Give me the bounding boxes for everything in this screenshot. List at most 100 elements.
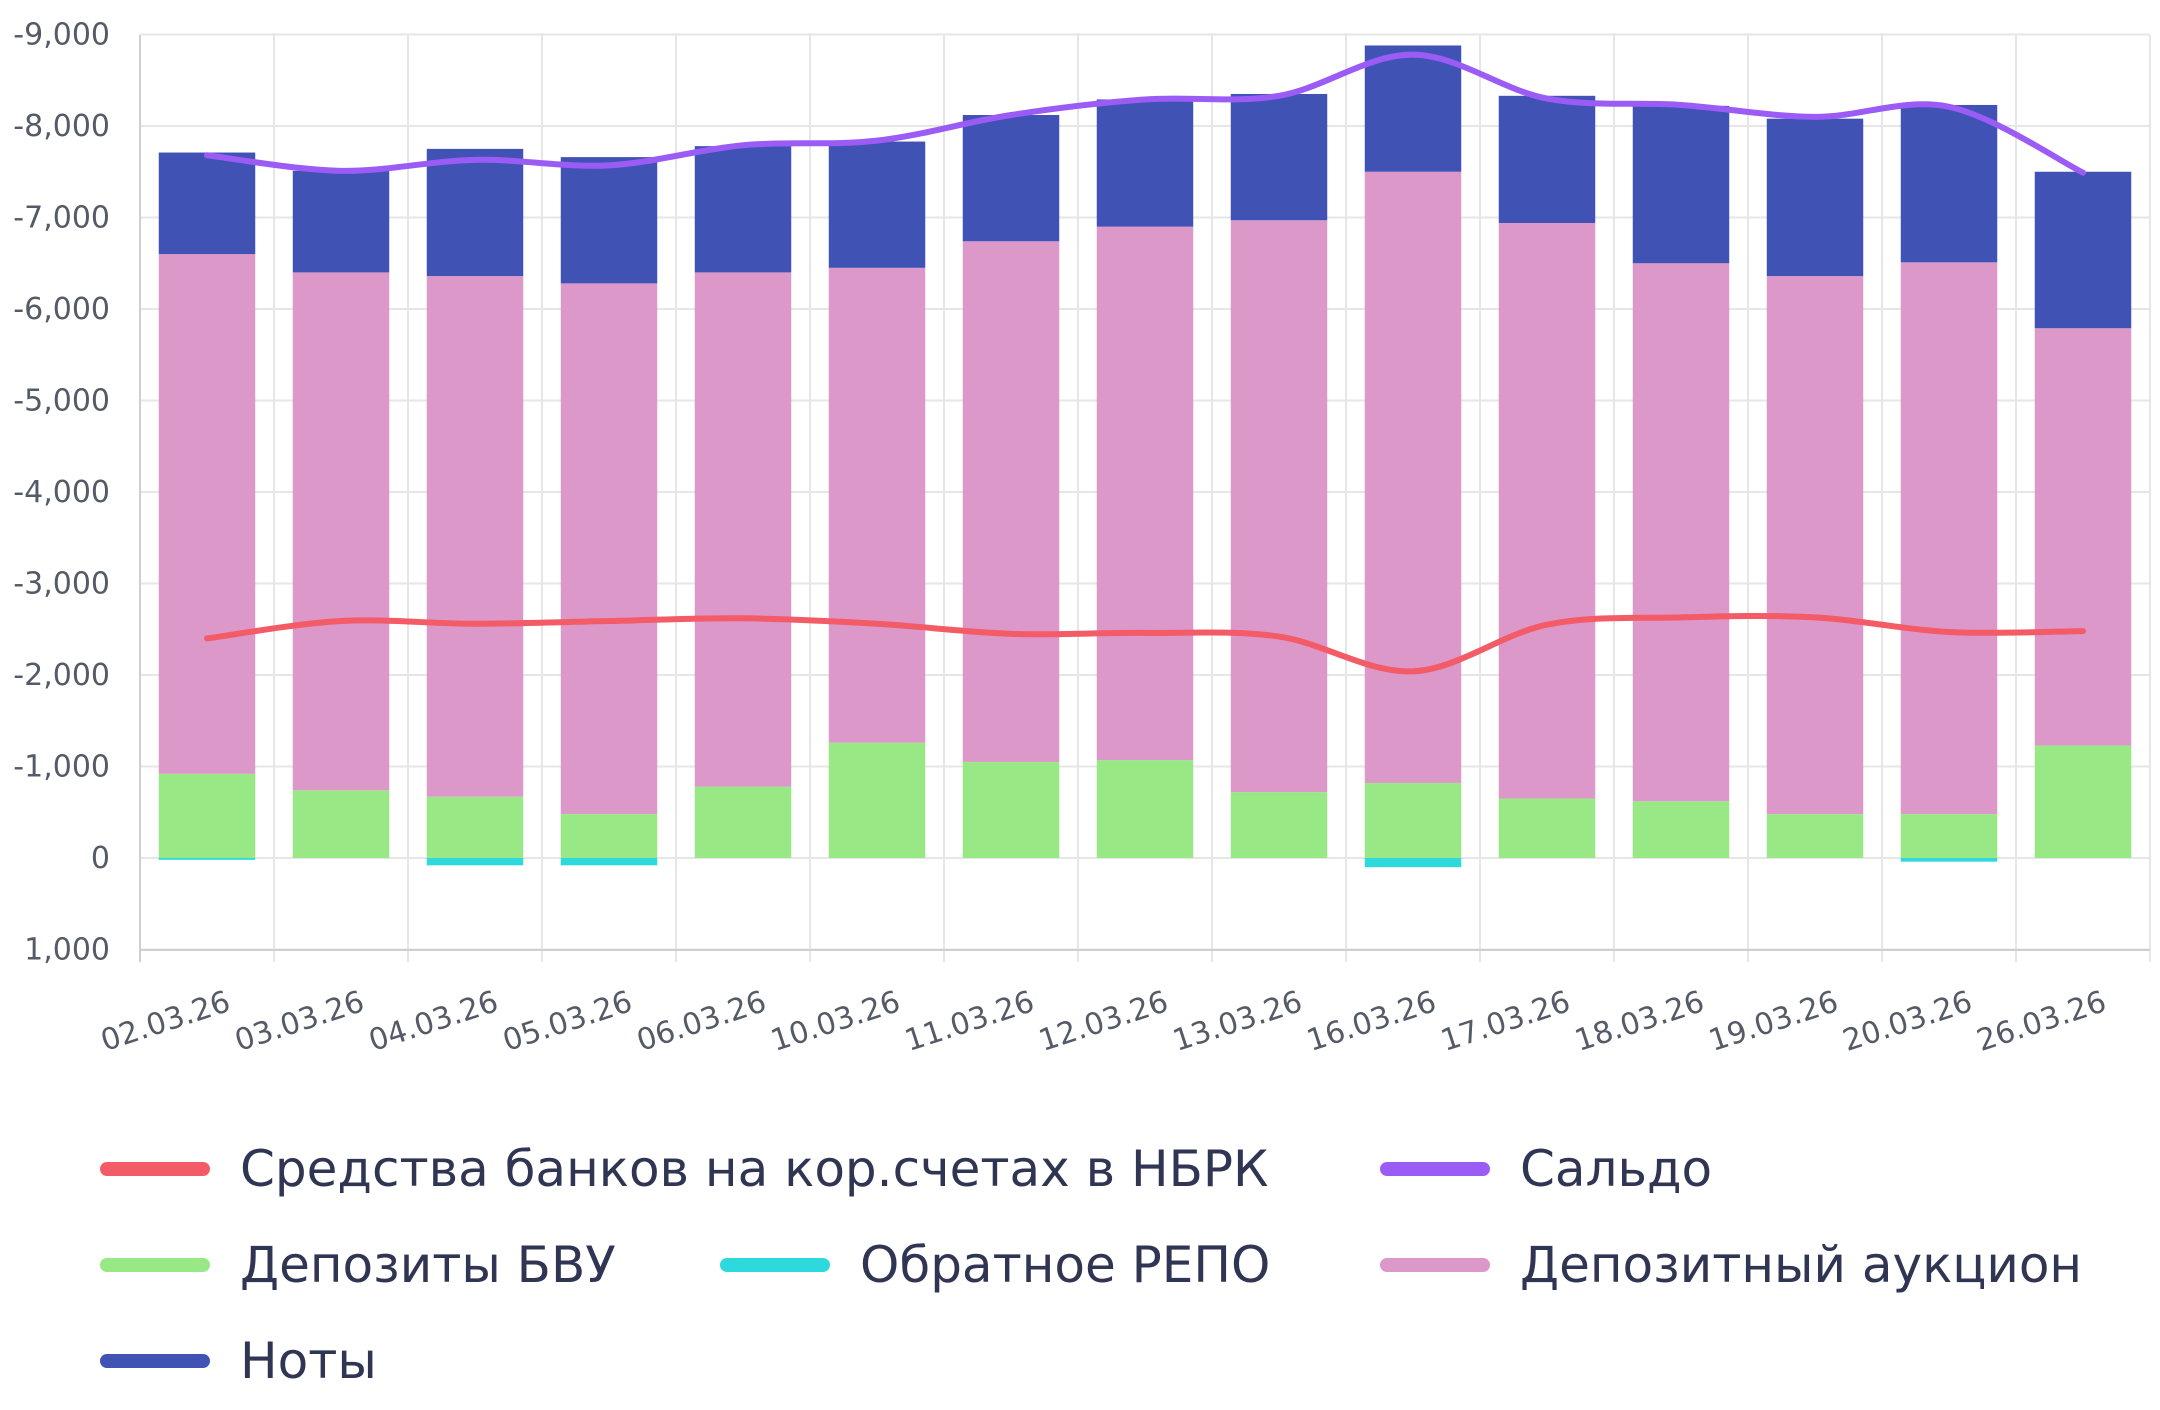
legend-label: Ноты [240,1332,377,1390]
bar-segment[interactable] [1766,276,1864,815]
legend-swatch [100,1162,210,1176]
bar-segment[interactable] [560,814,658,858]
bar-segment[interactable] [2034,328,2132,746]
y-tick-label: -6,000 [13,292,110,327]
y-tick-label: -9,000 [13,18,110,53]
chart: -9,000 -8,000 -7,000 -6,000 -5,000 -4,000 -3,0… [13,18,2151,1059]
x-tick-label: 26.03.26 [1973,984,2111,1059]
bar-segment[interactable] [1632,105,1730,264]
bars [158,45,2132,868]
bar-segment[interactable] [1364,782,1462,858]
y-tick-label: 0 [91,841,110,876]
y-axis: -9,000 -8,000 -7,000 -6,000 -5,000 -4,000 -3,0… [13,18,110,968]
bar-segment[interactable] [1900,262,1998,815]
bar-segment[interactable] [828,742,926,858]
legend-item-deposit-auction[interactable]: Депозитный аукцион [1380,1236,2082,1294]
bar-segment[interactable] [292,170,390,273]
bar-segment[interactable] [292,272,390,791]
bar-segment[interactable] [828,141,926,268]
bar-segment[interactable] [1230,93,1328,221]
legend-swatch [1380,1162,1490,1176]
series-line[interactable] [204,612,2086,675]
legend-item-saldo[interactable]: Сальдо [1380,1140,1712,1198]
bar-segment[interactable] [1766,814,1864,858]
lines [204,51,2086,675]
bar-segment[interactable] [1900,104,1998,263]
x-tick-label: 12.03.26 [1035,984,1173,1059]
bar-segment[interactable] [560,858,658,866]
bar-segment[interactable] [1900,858,1998,862]
y-tick-label: -4,000 [13,475,110,510]
x-tick-label: 13.03.26 [1169,984,1307,1059]
bar-segment[interactable] [1498,798,1596,858]
legend-item-reverse-repo[interactable]: Обратное РЕПО [720,1236,1270,1294]
bar-segment[interactable] [1498,222,1596,799]
x-tick-label: 05.03.26 [499,984,637,1059]
bar-segment[interactable] [426,148,524,277]
bar-segment[interactable] [1230,792,1328,858]
bar-segment[interactable] [292,790,390,858]
bar-segment[interactable] [560,283,658,815]
x-axis: 02.03.2603.03.2604.03.2605.03.2606.03.26… [97,984,2111,1059]
bar-segment[interactable] [1096,226,1194,761]
x-tick-label: 03.03.26 [231,984,369,1059]
legend-item-deposits-bvu[interactable]: Депозиты БВУ [100,1236,616,1294]
bar-segment[interactable] [1632,263,1730,802]
bar-segment[interactable] [962,241,1060,762]
x-tick-label: 11.03.26 [901,984,1039,1059]
x-tick-label: 20.03.26 [1839,984,1977,1059]
bar-segment[interactable] [158,254,256,774]
x-tick-label: 06.03.26 [633,984,771,1059]
bar-segment[interactable] [560,157,658,284]
bar-segment[interactable] [1364,858,1462,868]
bar-segment[interactable] [694,272,792,787]
bar-segment[interactable] [158,858,256,860]
x-tick-label: 18.03.26 [1571,984,1709,1059]
bar-segment[interactable] [1364,45,1462,172]
x-tick-label: 10.03.26 [767,984,905,1059]
bar-segment[interactable] [1096,760,1194,858]
y-tick-label: -3,000 [13,567,110,602]
y-tick-label: 1,000 [24,933,110,968]
bar-segment[interactable] [426,276,524,797]
x-tick-label: 04.03.26 [365,984,503,1059]
bar-segment[interactable] [1230,220,1328,793]
y-tick-label: -7,000 [13,201,110,236]
bar-segment[interactable] [1498,95,1596,223]
legend-label: Депозитный аукцион [1520,1236,2083,1294]
x-tick-label: 17.03.26 [1437,984,1575,1059]
y-tick-label: -8,000 [13,109,110,144]
bar-segment[interactable] [1632,801,1730,858]
y-tick-label: -1,000 [13,750,110,785]
legend-item-bank-funds[interactable]: Средства банков на кор.счетах в НБРК [100,1140,1269,1198]
x-tick-label: 19.03.26 [1705,984,1843,1059]
bar-segment[interactable] [158,152,256,255]
bar-segment[interactable] [426,796,524,858]
bar-segment[interactable] [2034,171,2132,329]
bar-segment[interactable] [1766,118,1864,277]
bar-segment[interactable] [694,146,792,273]
legend-swatch [1380,1258,1490,1272]
legend-swatch [720,1258,830,1272]
y-tick-label: -2,000 [13,658,110,693]
bar-segment[interactable] [158,773,256,858]
bar-segment[interactable] [962,115,1060,242]
legend-swatch [100,1354,210,1368]
x-tick-label: 02.03.26 [97,984,235,1059]
bar-segment[interactable] [1364,171,1462,783]
bar-segment[interactable] [2034,745,2132,858]
legend-label: Сальдо [1520,1140,1713,1198]
bar-segment[interactable] [1096,99,1194,227]
legend-label: Обратное РЕПО [860,1236,1271,1294]
bar-segment[interactable] [1900,814,1998,858]
bar-segment[interactable] [426,858,524,866]
legend-label: Депозиты БВУ [240,1236,616,1294]
legend-item-notes[interactable]: Ноты [100,1332,377,1390]
x-tick-label: 16.03.26 [1303,984,1441,1059]
bar-segment[interactable] [694,786,792,858]
bar-segment[interactable] [828,267,926,743]
bar-segment[interactable] [962,761,1060,858]
legend-label: Средства банков на кор.счетах в НБРК [240,1140,1269,1198]
series-line[interactable] [204,51,2086,176]
y-tick-label: -5,000 [13,384,110,419]
